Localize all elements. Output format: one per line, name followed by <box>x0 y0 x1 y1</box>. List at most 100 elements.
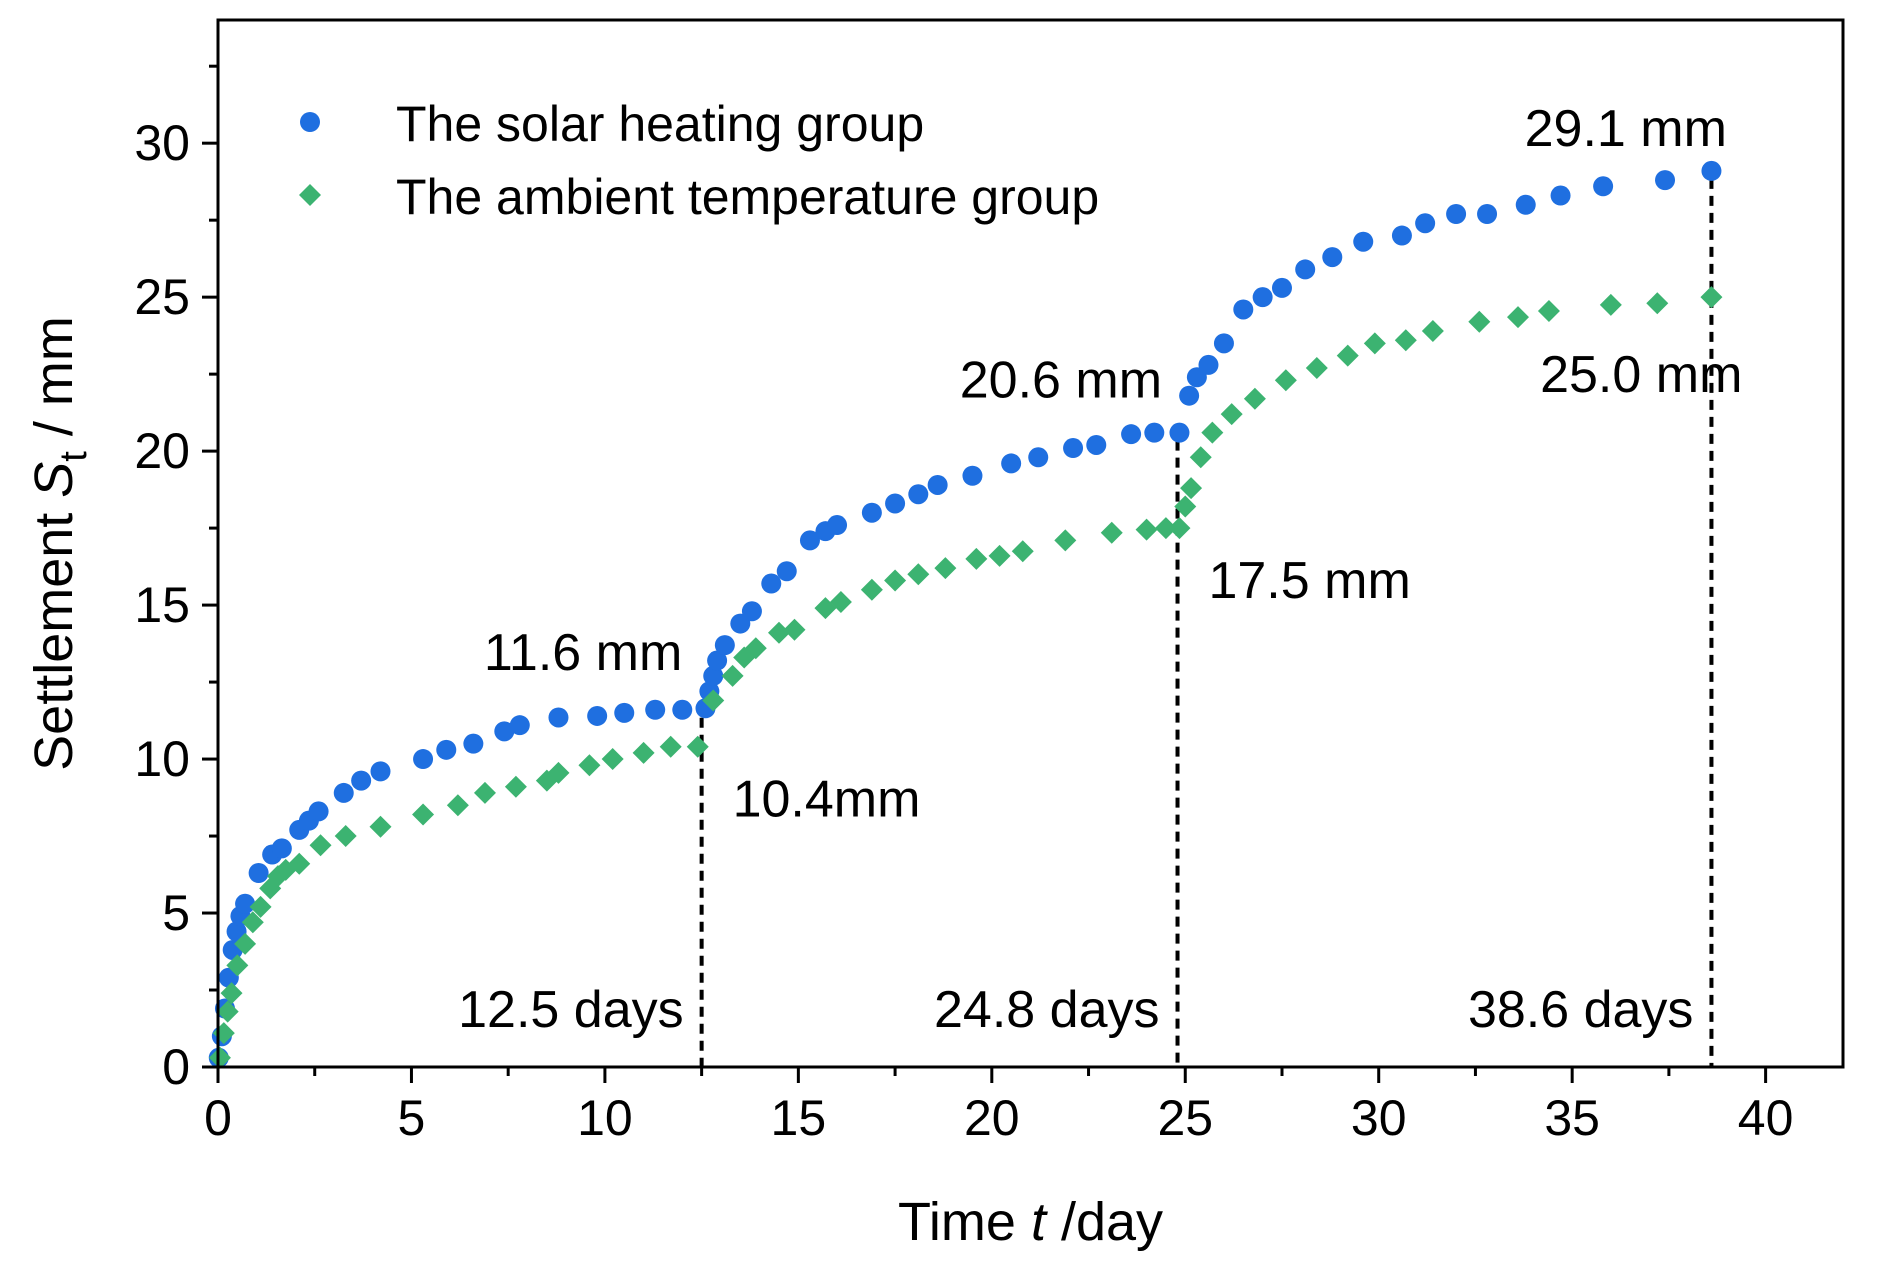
solar-heating-point <box>927 474 948 495</box>
solar-heating-point <box>885 493 906 514</box>
ambient-temperature-point <box>473 781 496 804</box>
ambient-temperature-point <box>965 547 988 570</box>
solar-heating-point <box>413 749 434 770</box>
solar-heating-point <box>1353 231 1374 252</box>
solar-heating-point <box>645 699 666 720</box>
solar-heating-point <box>827 515 848 536</box>
solar-heating-point <box>248 862 269 883</box>
solar-heating-point <box>776 561 797 582</box>
ambient-temperature-point <box>504 775 527 798</box>
ambient-temperature-point <box>334 825 357 848</box>
y-tick-label: 15 <box>134 577 190 633</box>
ambient-temperature-point <box>1135 518 1158 541</box>
ambient-temperature-point <box>744 637 767 660</box>
x-tick-label: 10 <box>577 1090 633 1146</box>
solar-heating-point <box>1515 194 1536 215</box>
y-tick-label: 0 <box>162 1039 190 1095</box>
ambient-temperature-point <box>1174 495 1197 518</box>
x-axis-title-variable: t <box>1031 1192 1048 1252</box>
ambient-temperature-point <box>249 895 272 918</box>
solar-heating-point <box>1477 204 1498 225</box>
ambient-temperature-point <box>1189 446 1212 469</box>
ambient-temperature-point <box>1243 387 1266 410</box>
ambient-temperature-point <box>934 557 957 580</box>
x-tick-label: 40 <box>1738 1090 1794 1146</box>
plot-area: 12.5 days 24.8 days 38.6 days <box>208 160 1723 1069</box>
y-axis-title-prefix: Settlement <box>24 498 84 771</box>
ambient-temperature-point <box>547 761 570 784</box>
ambient-temperature-point <box>1274 369 1297 392</box>
solar-heating-point <box>761 573 782 594</box>
ambient-temperature-point <box>907 563 930 586</box>
solar-heating-point <box>1121 424 1142 445</box>
solar-heating-point <box>436 739 457 760</box>
ambient-temperature-point <box>234 932 257 955</box>
solar-heating-series <box>208 160 1722 1068</box>
solar-heating-point <box>509 715 530 736</box>
ambient-temperature-point <box>659 735 682 758</box>
solar-heating-point <box>1179 385 1200 406</box>
ambient-temperature-point <box>241 911 264 934</box>
x-tick-label: 25 <box>1157 1090 1213 1146</box>
solar-heating-point <box>1701 160 1722 181</box>
solar-heating-point <box>494 721 515 742</box>
value-annotation: 11.6 mm <box>484 624 682 682</box>
solar-heating-point <box>1233 299 1254 320</box>
ambient-temperature-point <box>768 621 791 644</box>
value-annotation: 20.6 mm <box>960 352 1162 410</box>
value-annotations: 11.6 mm 10.4mm 20.6 mm 17.5 mm 29.1 mm 25.0 m… <box>484 100 1743 829</box>
ambient-temperature-point <box>702 689 725 712</box>
ambient-temperature-point <box>220 982 243 1005</box>
ambient-temperature-point <box>1507 306 1529 329</box>
y-tick-label: 25 <box>134 269 190 325</box>
y-tick-label: 20 <box>134 423 190 479</box>
solar-heating-point <box>799 530 820 551</box>
solar-heating-point <box>614 702 635 723</box>
legend-marker-solar-heating <box>300 112 320 132</box>
solar-heating-point <box>1593 176 1614 197</box>
solar-heating-point <box>908 484 929 505</box>
legend-label: The ambient temperature group <box>396 169 1099 225</box>
solar-heating-point <box>333 782 354 803</box>
x-tick-label: 35 <box>1544 1090 1600 1146</box>
y-tick-label: 5 <box>162 885 190 941</box>
reference-lines: 12.5 days 24.8 days 38.6 days <box>458 178 1714 1067</box>
solar-heating-point <box>714 635 735 656</box>
x-axis-title-prefix: Time <box>898 1192 1031 1252</box>
ambient-temperature-point <box>1305 356 1328 379</box>
legend-label: The solar heating group <box>396 96 924 152</box>
ambient-temperature-point <box>1154 517 1177 540</box>
axes: 0 5 10 15 20 25 30 35 40 0 5 10 15 20 25 30 <box>134 18 1845 1146</box>
reference-line-label: 24.8 days <box>934 981 1160 1039</box>
x-axis-title-suffix: /day <box>1046 1192 1163 1252</box>
ambient-temperature-point <box>309 834 332 857</box>
solar-heating-point <box>548 707 569 728</box>
ambient-temperature-point <box>783 618 806 641</box>
ambient-temperature-point <box>578 754 601 777</box>
solar-heating-point <box>1550 185 1571 206</box>
ambient-temperature-point <box>988 544 1011 567</box>
solar-heating-point <box>1391 225 1412 246</box>
legend: The solar heating group The ambient tempe… <box>299 96 1099 225</box>
ambient-temperature-point <box>601 748 624 771</box>
ambient-temperature-point <box>1054 529 1077 552</box>
ambient-temperature-point <box>1100 521 1123 544</box>
solar-heating-point <box>351 770 372 791</box>
plot-frame <box>216 18 1845 1069</box>
ambient-temperature-point <box>1011 540 1034 563</box>
x-tick-label: 5 <box>398 1090 426 1146</box>
solar-heating-point <box>1086 434 1107 455</box>
ambient-temperature-point <box>1201 421 1224 444</box>
solar-heating-point <box>1144 422 1165 443</box>
solar-heating-point <box>741 601 762 622</box>
solar-heating-point <box>1001 453 1022 474</box>
y-axis-title-suffix: / mm <box>24 316 84 451</box>
solar-heating-point <box>1169 422 1190 443</box>
y-axis-title-subscript: t <box>53 451 95 462</box>
ambient-temperature-point <box>1180 477 1203 500</box>
ambient-temperature-point <box>446 794 469 817</box>
solar-heating-point <box>1252 287 1273 308</box>
solar-heating-point <box>703 665 724 686</box>
y-axis-title-variable: S <box>24 462 84 498</box>
